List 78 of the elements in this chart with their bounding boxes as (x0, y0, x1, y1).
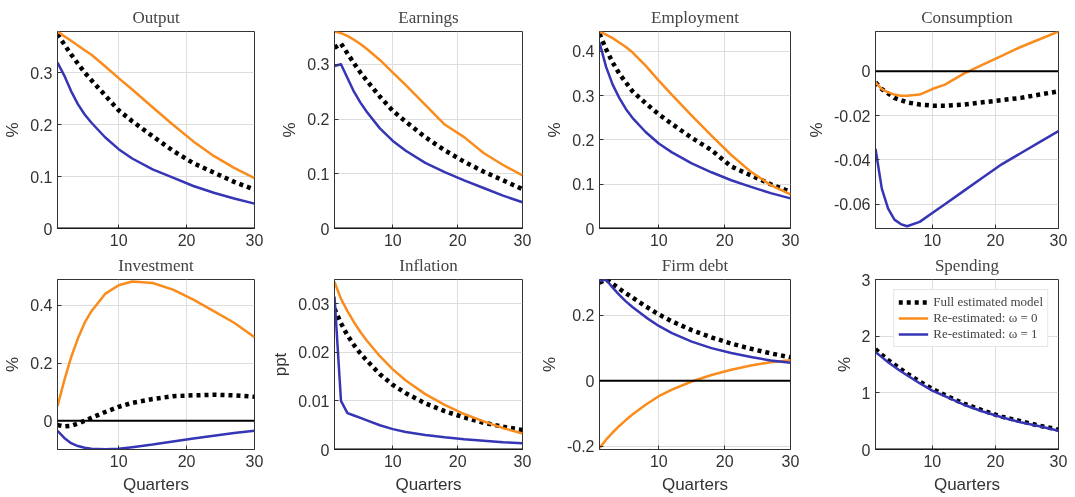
x-tick-label: 30 (781, 231, 800, 249)
y-tick-label: 0.01 (298, 392, 330, 410)
y-axis-title: % (545, 122, 565, 138)
y-tick-label: 0.2 (307, 111, 330, 129)
y-tick-label: -0.2 (566, 438, 595, 456)
y-tick-label: 3 (861, 271, 871, 289)
x-tick-label: 30 (245, 452, 264, 470)
y-tick-label: 0 (861, 63, 871, 81)
y-tick-label: 0.1 (307, 165, 330, 183)
chart-title: Employment (651, 7, 740, 27)
x-tick-label: 10 (923, 452, 942, 470)
y-tick-label: 0.3 (30, 64, 53, 82)
y-axis-title: ppt (271, 352, 291, 377)
y-tick-label: 0.02 (298, 344, 330, 362)
x-tick-label: 20 (986, 452, 1005, 470)
x-tick-label: 30 (781, 452, 800, 470)
y-tick-label: 0.2 (30, 355, 53, 373)
chart-title: Firm debt (661, 255, 729, 275)
y-axis-title: % (280, 122, 300, 138)
y-tick-label: 0.1 (30, 168, 53, 186)
x-tick-label: 20 (177, 452, 196, 470)
y-tick-label: 1 (861, 384, 871, 402)
x-tick-label: 10 (649, 231, 668, 249)
y-tick-label: 0.3 (307, 56, 330, 74)
x-tick-label: 30 (1049, 231, 1068, 249)
legend-label: Re-estimated: ω = 0 (933, 310, 1038, 326)
x-tick-label: 10 (649, 452, 668, 470)
y-tick-label: 0.2 (572, 307, 595, 325)
x-axis-title: Quarters (395, 474, 462, 494)
y-tick-label: 0 (585, 372, 595, 390)
x-tick-label: 20 (715, 452, 734, 470)
y-axis-title: % (3, 122, 23, 138)
y-axis-title: % (834, 356, 854, 373)
y-tick-label: 0.4 (30, 297, 53, 315)
y-tick-label: 0 (585, 220, 595, 238)
y-axis-title: % (807, 122, 827, 138)
y-axis-title: % (3, 356, 23, 373)
x-tick-label: 30 (513, 231, 532, 249)
x-tick-label: 20 (448, 452, 467, 470)
x-tick-label: 30 (1049, 452, 1068, 470)
y-tick-label: -0.06 (834, 196, 871, 214)
x-tick-label: 10 (383, 231, 402, 249)
y-axis-title: % (539, 356, 559, 373)
chart-title: Inflation (399, 255, 459, 275)
y-tick-label: 0.3 (572, 87, 595, 105)
y-tick-label: 0.2 (572, 131, 595, 149)
legend-label: Re-estimated: ω = 1 (933, 326, 1038, 342)
legend-label: Full estimated model (933, 294, 1043, 310)
x-axis-title: Quarters (933, 474, 1001, 494)
x-tick-label: 10 (109, 452, 128, 470)
y-tick-label: 0.4 (572, 43, 595, 61)
x-tick-label: 30 (245, 231, 264, 249)
y-tick-label: 0.1 (572, 176, 595, 194)
x-tick-label: 10 (923, 231, 942, 249)
x-tick-label: 30 (513, 452, 532, 470)
y-tick-label: 0.2 (30, 116, 53, 134)
x-tick-label: 10 (383, 452, 402, 470)
chart-title: Consumption (921, 7, 1014, 27)
x-tick-label: 20 (715, 231, 734, 249)
chart-title: Investment (118, 255, 195, 275)
y-tick-label: 0 (320, 220, 330, 238)
x-axis-title: Quarters (122, 474, 190, 494)
chart-title: Spending (934, 255, 1000, 275)
x-tick-label: 20 (448, 231, 467, 249)
chart-title: Earnings (398, 7, 459, 27)
x-tick-label: 20 (177, 231, 196, 249)
chart-title: Output (132, 7, 180, 27)
y-tick-label: 0 (43, 220, 53, 238)
y-tick-label: 0 (320, 441, 330, 459)
y-tick-label: -0.02 (834, 107, 871, 125)
y-tick-label: 0 (861, 441, 871, 459)
y-tick-label: -0.04 (834, 151, 871, 169)
y-tick-label: 0.03 (298, 295, 330, 313)
x-axis-title: Quarters (661, 474, 729, 494)
x-tick-label: 10 (109, 231, 128, 249)
x-tick-label: 20 (986, 231, 1005, 249)
y-tick-label: 0 (43, 412, 53, 430)
y-tick-label: 2 (861, 328, 871, 346)
